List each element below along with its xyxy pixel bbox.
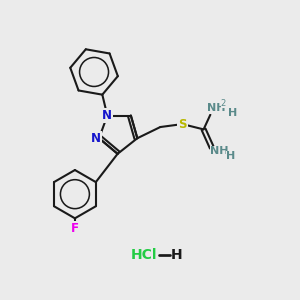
- Text: 2: 2: [221, 99, 226, 108]
- Text: H: H: [171, 248, 182, 262]
- Text: S: S: [178, 118, 187, 130]
- Text: H: H: [228, 109, 237, 118]
- Text: HCl: HCl: [131, 248, 158, 262]
- Text: N: N: [91, 132, 101, 145]
- Text: NH: NH: [210, 146, 229, 156]
- Text: NH: NH: [207, 103, 226, 113]
- Text: H: H: [226, 152, 235, 161]
- Text: N: N: [102, 109, 112, 122]
- Text: F: F: [71, 222, 79, 235]
